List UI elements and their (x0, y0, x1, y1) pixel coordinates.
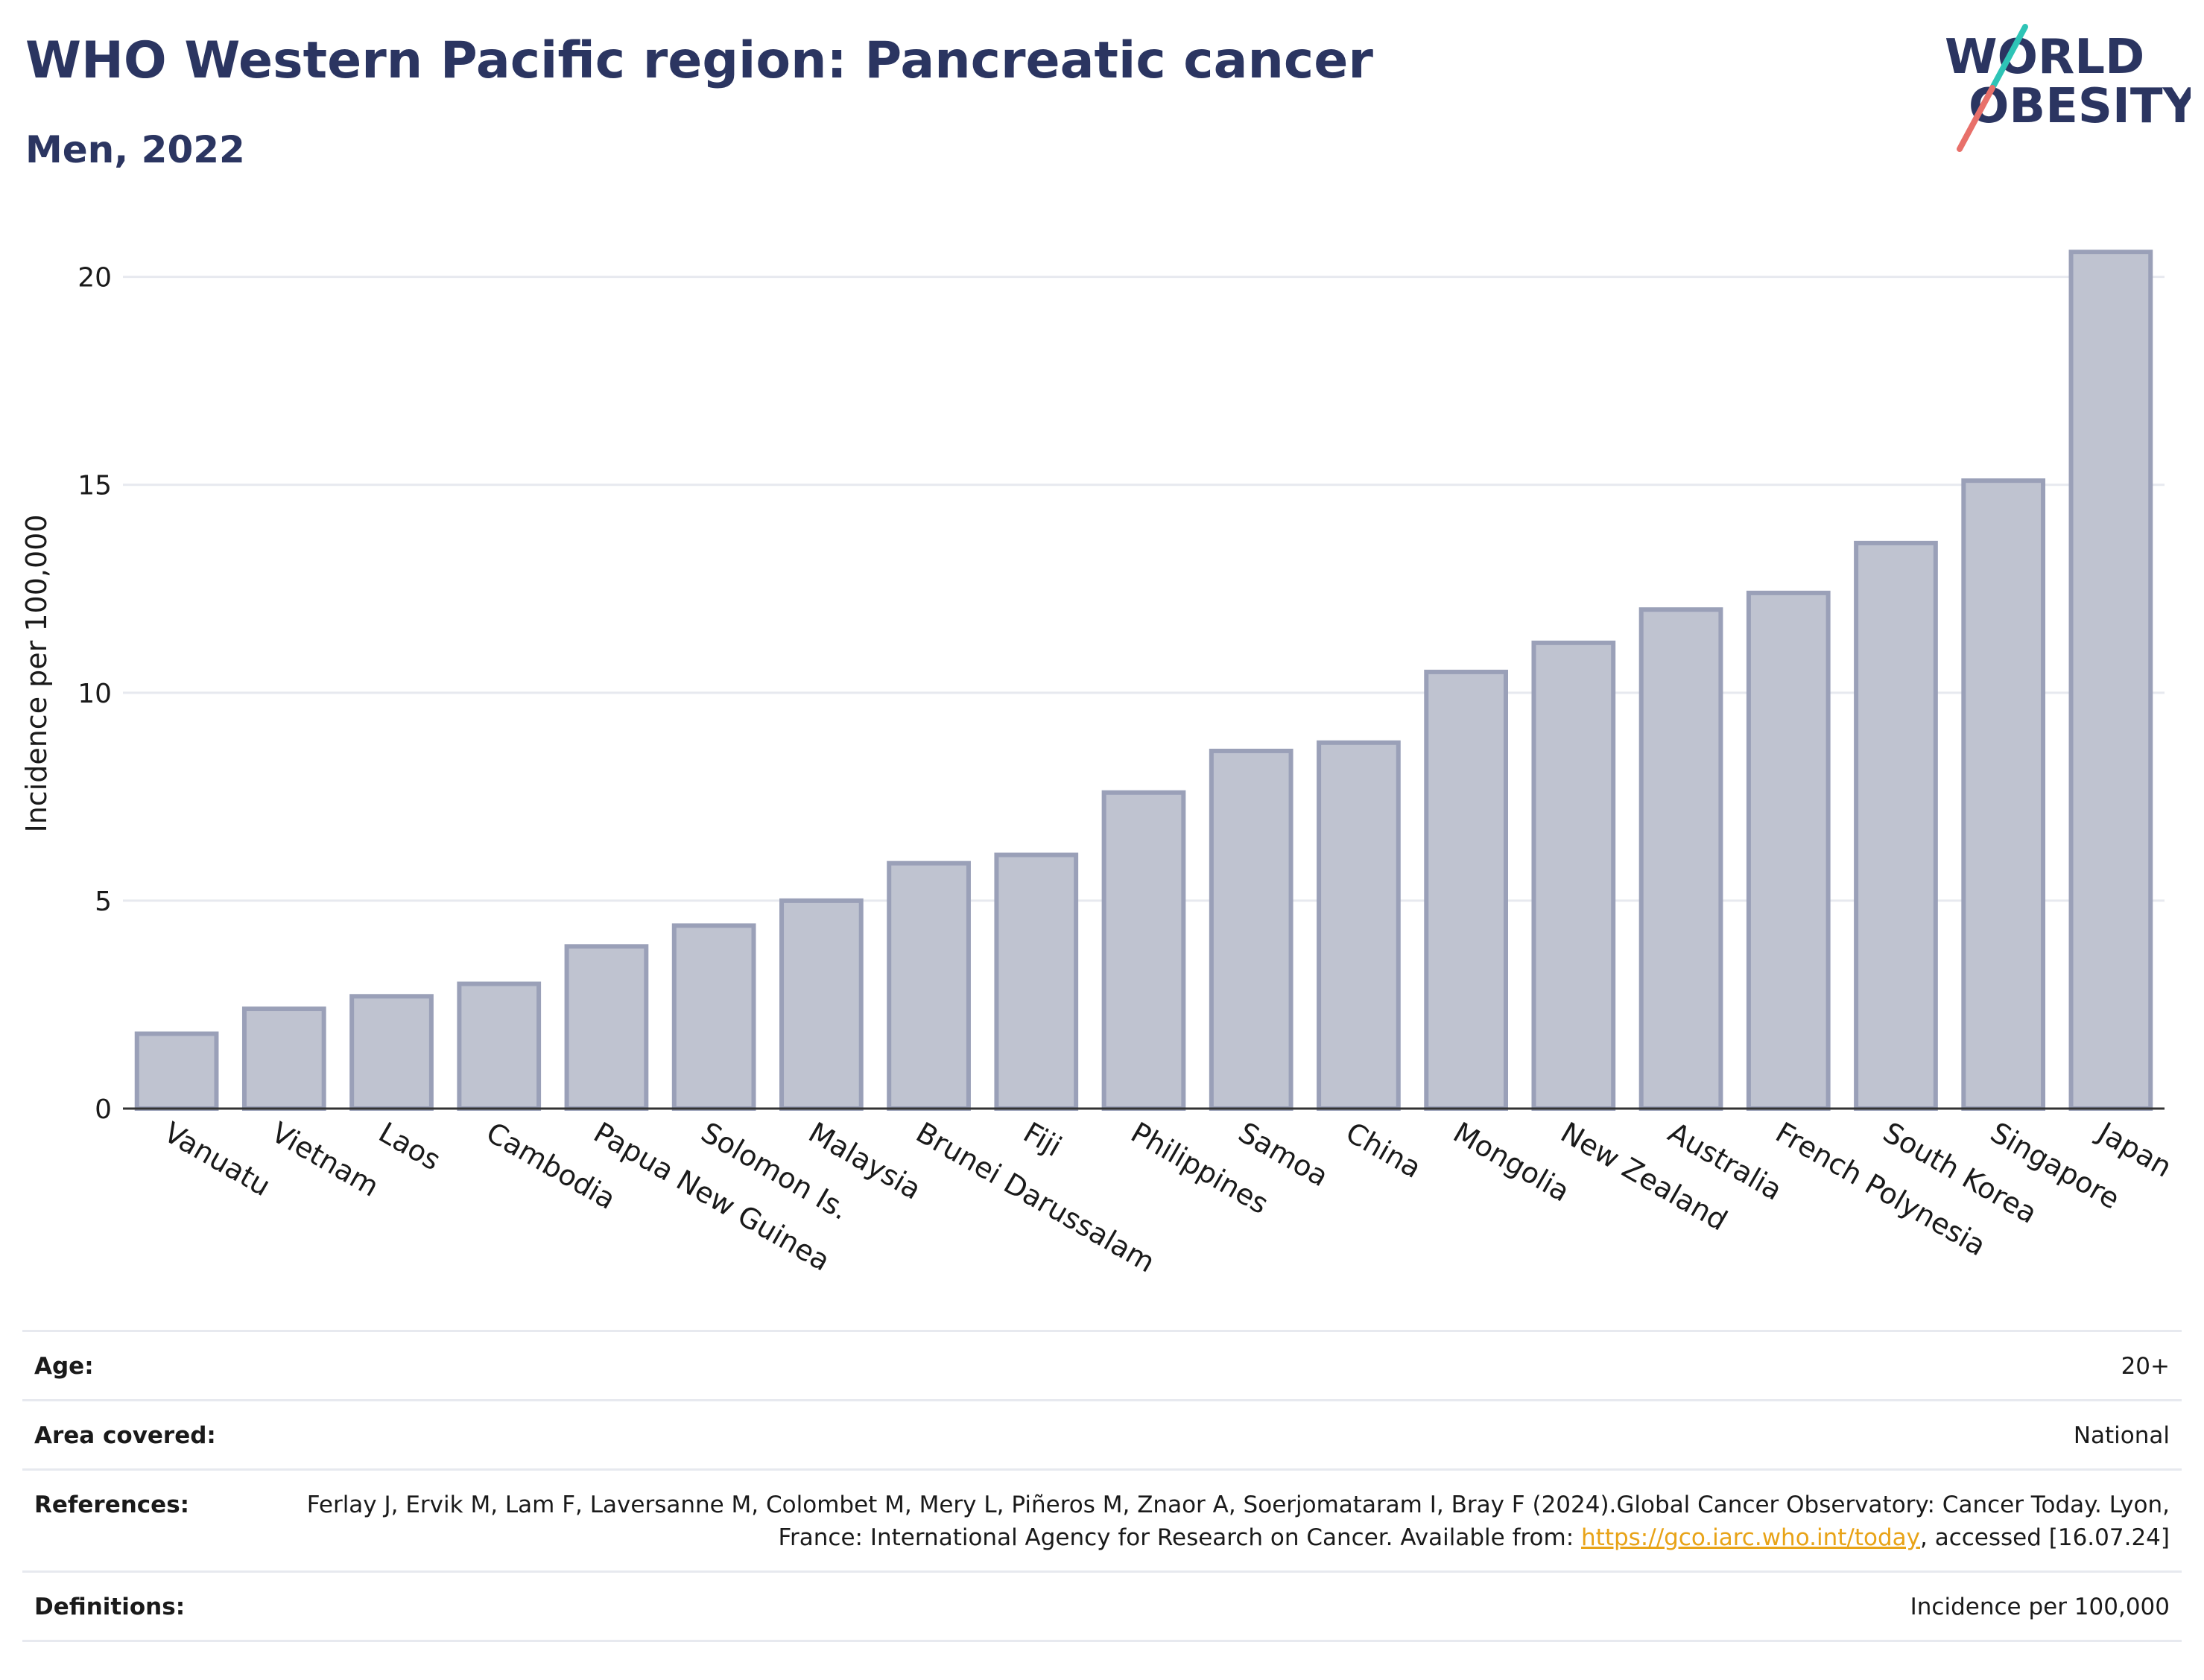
x-tick-label: China (1340, 1116, 1427, 1185)
definitions-label: Definitions: (34, 1594, 186, 1620)
x-tick-label: Vietnam (266, 1116, 384, 1203)
bar-malaysia (779, 898, 864, 1111)
references-value: Ferlay J, Ervik M, Lam F, Laversanne M, … (262, 1489, 2170, 1554)
bar-vietnam (241, 1007, 326, 1112)
area-value: National (2073, 1422, 2170, 1449)
bar-vanuatu (134, 1031, 219, 1111)
references-tail: , accessed [16.07.24] (1919, 1524, 2170, 1551)
y-tick-label: 0 (95, 1094, 112, 1125)
y-tick-label: 15 (77, 471, 112, 501)
bar-new-zealand (1531, 640, 1616, 1111)
chart-title: WHO Western Pacific region: Pancreatic c… (25, 31, 1373, 90)
bar-australia (1638, 607, 1723, 1111)
logo-text-obesity: OBESITY (1969, 79, 2191, 134)
bar-south-korea (1854, 540, 1938, 1111)
logo-text-world: WORLD (1945, 30, 2144, 85)
references-text: Ferlay J, Ervik M, Lam F, Laversanne M, … (306, 1492, 2170, 1551)
bar-fiji (994, 852, 1079, 1111)
bar-brunei-darussalam (887, 860, 971, 1111)
meta-row-references: References: Ferlay J, Ervik M, Lam F, La… (22, 1468, 2182, 1570)
meta-row-age: Age: 20+ (22, 1330, 2182, 1399)
definitions-value: Incidence per 100,000 (1910, 1594, 2170, 1620)
references-link[interactable]: https://gco.iarc.who.int/today (1581, 1524, 1920, 1551)
x-tick-label: Fiji (1018, 1116, 1067, 1163)
y-tick-label: 5 (95, 887, 112, 917)
meta-row-definitions: Definitions: Incidence per 100,000 (22, 1570, 2182, 1642)
bar-china (1317, 740, 1401, 1111)
area-label: Area covered: (34, 1422, 216, 1449)
world-obesity-logo: WORLD OBESITY (1945, 24, 2191, 152)
x-tick-label: Vanuatu (159, 1116, 276, 1202)
chart-metadata: Age: 20+ Area covered: National Referenc… (22, 1330, 2182, 1642)
bars (134, 250, 2153, 1112)
meta-row-area: Area covered: National (22, 1399, 2182, 1468)
bar-mongolia (1424, 669, 1508, 1111)
bar-singapore (1961, 478, 2046, 1111)
chart-subtitle: Men, 2022 (25, 128, 245, 171)
x-tick-label: Laos (373, 1116, 446, 1177)
references-label: References: (34, 1492, 190, 1518)
bar-philippines (1101, 790, 1186, 1112)
y-tick-label: 20 (77, 263, 112, 294)
y-tick-label: 10 (77, 679, 112, 709)
bar-japan (2068, 250, 2153, 1111)
logo-slash-teal (1989, 24, 2028, 91)
bar-laos (349, 994, 434, 1111)
bar-french-polynesia (1746, 590, 1831, 1111)
age-label: Age: (34, 1353, 94, 1380)
logo-slash-coral (1957, 85, 1995, 152)
x-tick-label: Japan (2091, 1115, 2178, 1184)
bar-papua-new-guinea (564, 944, 649, 1111)
x-tick-label: Mongolia (1448, 1116, 1575, 1208)
bar-samoa (1209, 748, 1293, 1111)
bar-cambodia (457, 981, 542, 1111)
bar-solomon-is- (671, 923, 756, 1112)
y-axis-label: Incidence per 100,000 (20, 514, 53, 832)
age-value: 20+ (2121, 1353, 2170, 1380)
y-tick-labels: 0 5 10 15 20 (77, 263, 112, 1125)
